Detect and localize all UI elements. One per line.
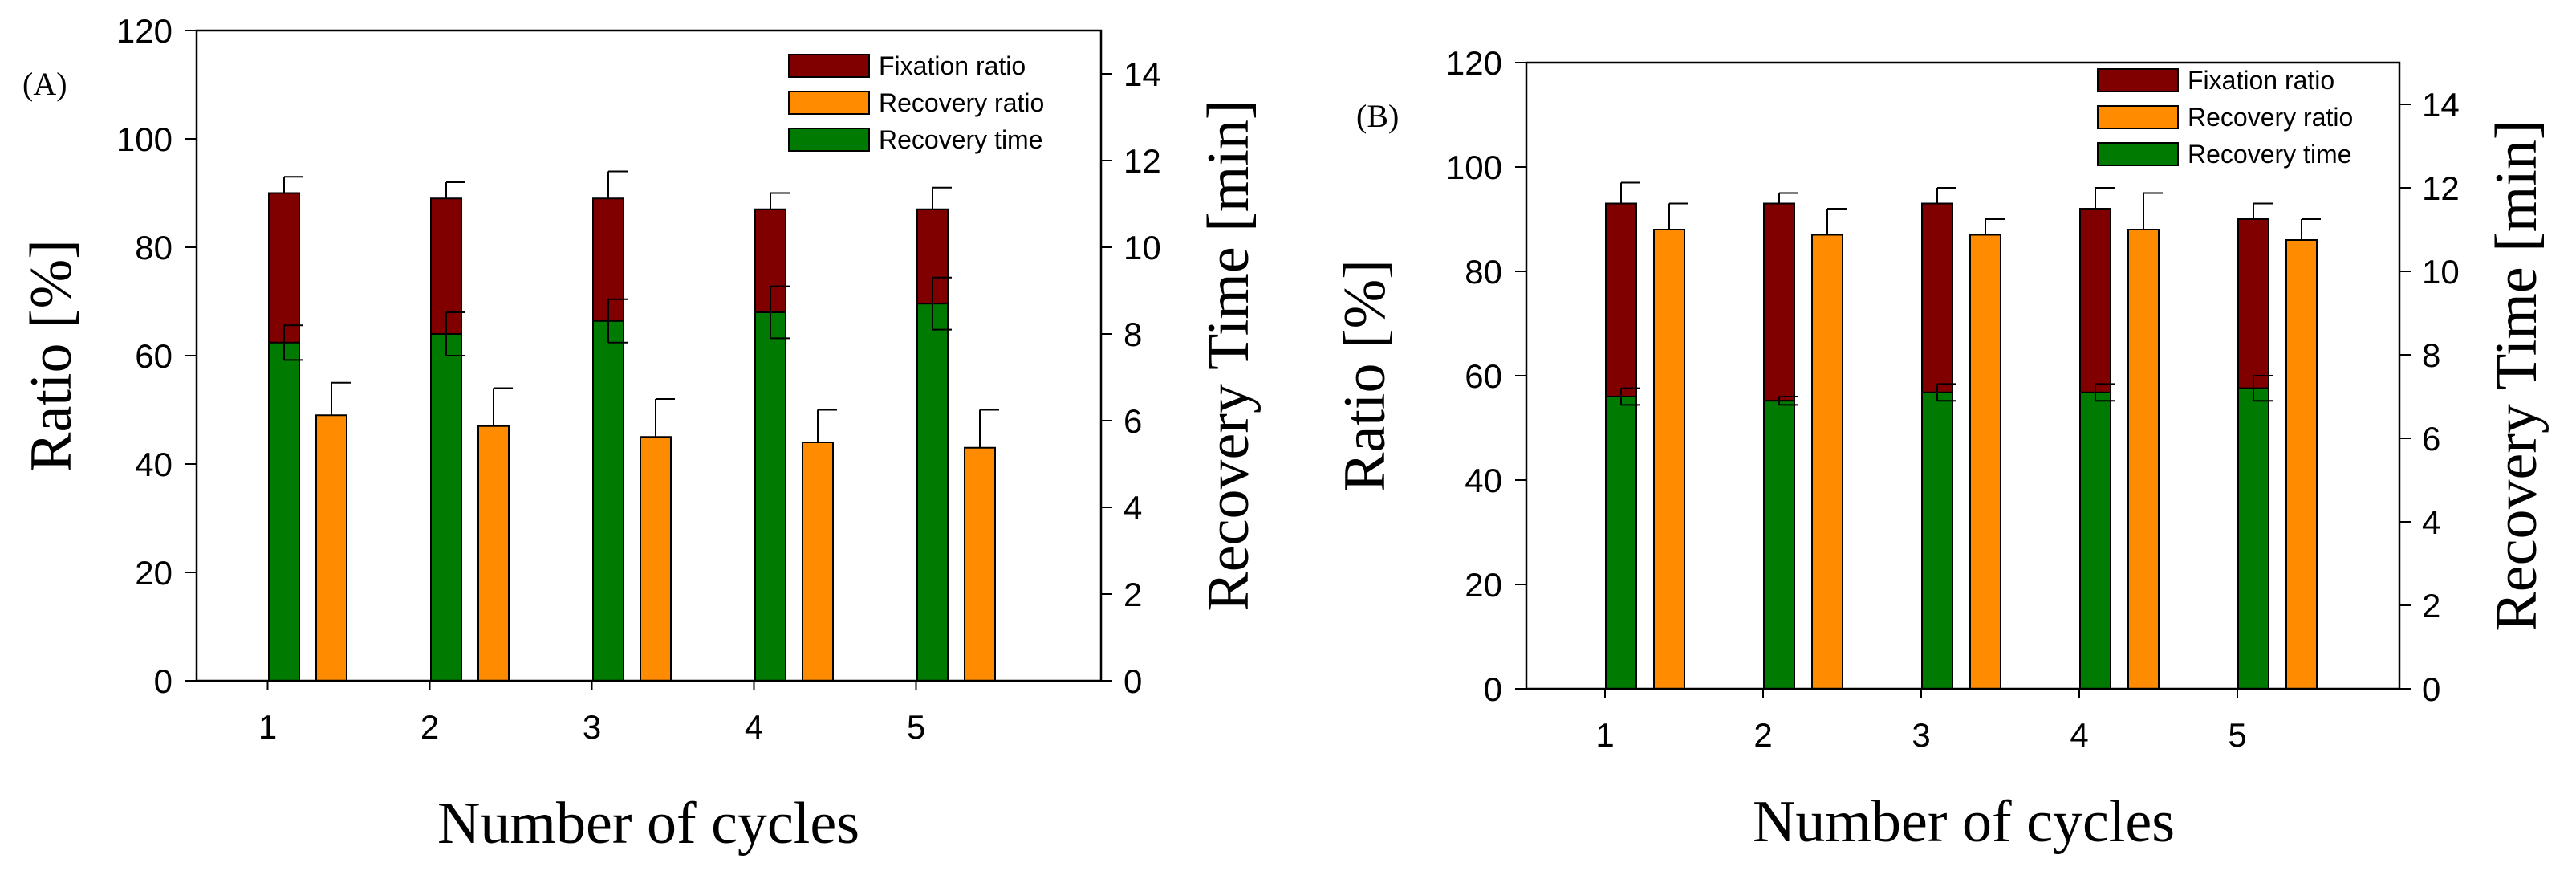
panel-label: (A) [22, 66, 67, 102]
y-tick-label: 120 [1446, 44, 1502, 82]
x-tick-label: 1 [258, 708, 277, 746]
y-tick-label: 60 [1465, 357, 1502, 395]
y-tick-label: 0 [154, 662, 173, 700]
legend-swatch-fixation [788, 54, 870, 78]
y2-tick-label: 10 [1123, 229, 1161, 267]
y2-tick-label: 0 [2422, 670, 2440, 708]
y2-axis-title: Recovery Time [min] [2484, 120, 2550, 631]
y2-tick-label: 6 [1123, 402, 1142, 440]
x-axis-title: Number of cycles [437, 791, 859, 857]
bar-recovery-time [1921, 391, 1953, 690]
bar-recovery-ratio [964, 446, 996, 682]
y-tick-label: 80 [135, 229, 173, 267]
bar-recovery-time [1763, 400, 1795, 690]
y2-tick-label: 14 [1123, 55, 1161, 93]
y-tick-label: 80 [1465, 253, 1502, 291]
y-tick-label: 20 [135, 554, 173, 592]
y-tick-label: 0 [1484, 670, 1502, 708]
bar-recovery-ratio [1653, 229, 1685, 690]
y-tick-label: 40 [1465, 462, 1502, 499]
bar-recovery-ratio [802, 442, 834, 682]
bar-recovery-ratio [2285, 239, 2318, 690]
y-tick-label: 40 [135, 446, 173, 483]
x-tick-label: 2 [421, 708, 439, 746]
legend-swatch-recovery-ratio [788, 91, 870, 115]
x-tick-label: 4 [745, 708, 763, 746]
y2-tick-label: 0 [1123, 662, 1142, 700]
legend-label: Fixation ratio [879, 51, 1026, 80]
bar-recovery-time [2237, 387, 2269, 690]
bar-recovery-ratio [640, 436, 672, 682]
legend-label: Fixation ratio [2188, 66, 2334, 95]
bar-recovery-time [430, 333, 462, 682]
y2-tick-label: 8 [1123, 315, 1142, 353]
y2-tick-label: 10 [2422, 253, 2460, 291]
x-tick-label: 5 [907, 708, 925, 746]
y2-tick-label: 12 [2422, 169, 2460, 207]
x-tick-label: 4 [2070, 716, 2088, 754]
legend-swatch-recovery-time [788, 128, 870, 152]
x-tick-label: 1 [1595, 716, 1614, 754]
bar-recovery-ratio [2127, 229, 2160, 690]
y2-tick-label: 4 [1123, 489, 1142, 527]
bar-recovery-ratio [1811, 234, 1843, 690]
y-tick-label: 100 [1446, 149, 1502, 186]
y2-tick-label: 12 [1123, 142, 1161, 180]
y-tick-label: 20 [1465, 566, 1502, 604]
bar-recovery-time [754, 311, 786, 682]
x-tick-label: 3 [1912, 716, 1930, 754]
legend-label: Recovery ratio [2188, 103, 2353, 132]
x-tick-label: 2 [1753, 716, 1772, 754]
x-tick-label: 5 [2228, 716, 2246, 754]
bar-recovery-ratio [477, 425, 510, 682]
legend-label: Recovery ratio [879, 88, 1044, 117]
y2-tick-label: 4 [2422, 503, 2440, 541]
legend-swatch-recovery-time [2097, 142, 2179, 166]
y2-tick-label: 8 [2422, 336, 2440, 374]
y2-tick-label: 2 [2422, 587, 2440, 625]
y2-tick-label: 14 [2422, 86, 2460, 124]
bar-recovery-time [2079, 391, 2111, 690]
legend-label: Recovery time [879, 125, 1043, 154]
legend-swatch-recovery-ratio [2097, 105, 2179, 129]
y2-tick-label: 2 [1123, 576, 1142, 613]
bar-recovery-time [592, 320, 624, 682]
bar-recovery-ratio [1969, 234, 2001, 690]
x-tick-label: 3 [583, 708, 601, 746]
y-tick-label: 120 [116, 12, 173, 50]
y2-tick-label: 6 [2422, 420, 2440, 458]
bar-recovery-ratio [315, 414, 347, 682]
legend-label: Recovery time [2188, 140, 2352, 169]
legend-swatch-fixation [2097, 68, 2179, 92]
y-tick-label: 60 [135, 337, 173, 375]
y2-axis-title: Recovery Time [min] [1196, 100, 1262, 611]
y-tick-label: 100 [116, 120, 173, 158]
y-axis-title: Ratio [%] [18, 239, 84, 472]
x-axis-title: Number of cycles [1753, 789, 2175, 855]
bar-recovery-time [1605, 396, 1637, 690]
y-axis-title: Ratio [%] [1332, 259, 1398, 492]
bar-recovery-time [916, 303, 949, 682]
panel-label: (B) [1356, 98, 1399, 134]
bar-recovery-time [268, 341, 300, 682]
